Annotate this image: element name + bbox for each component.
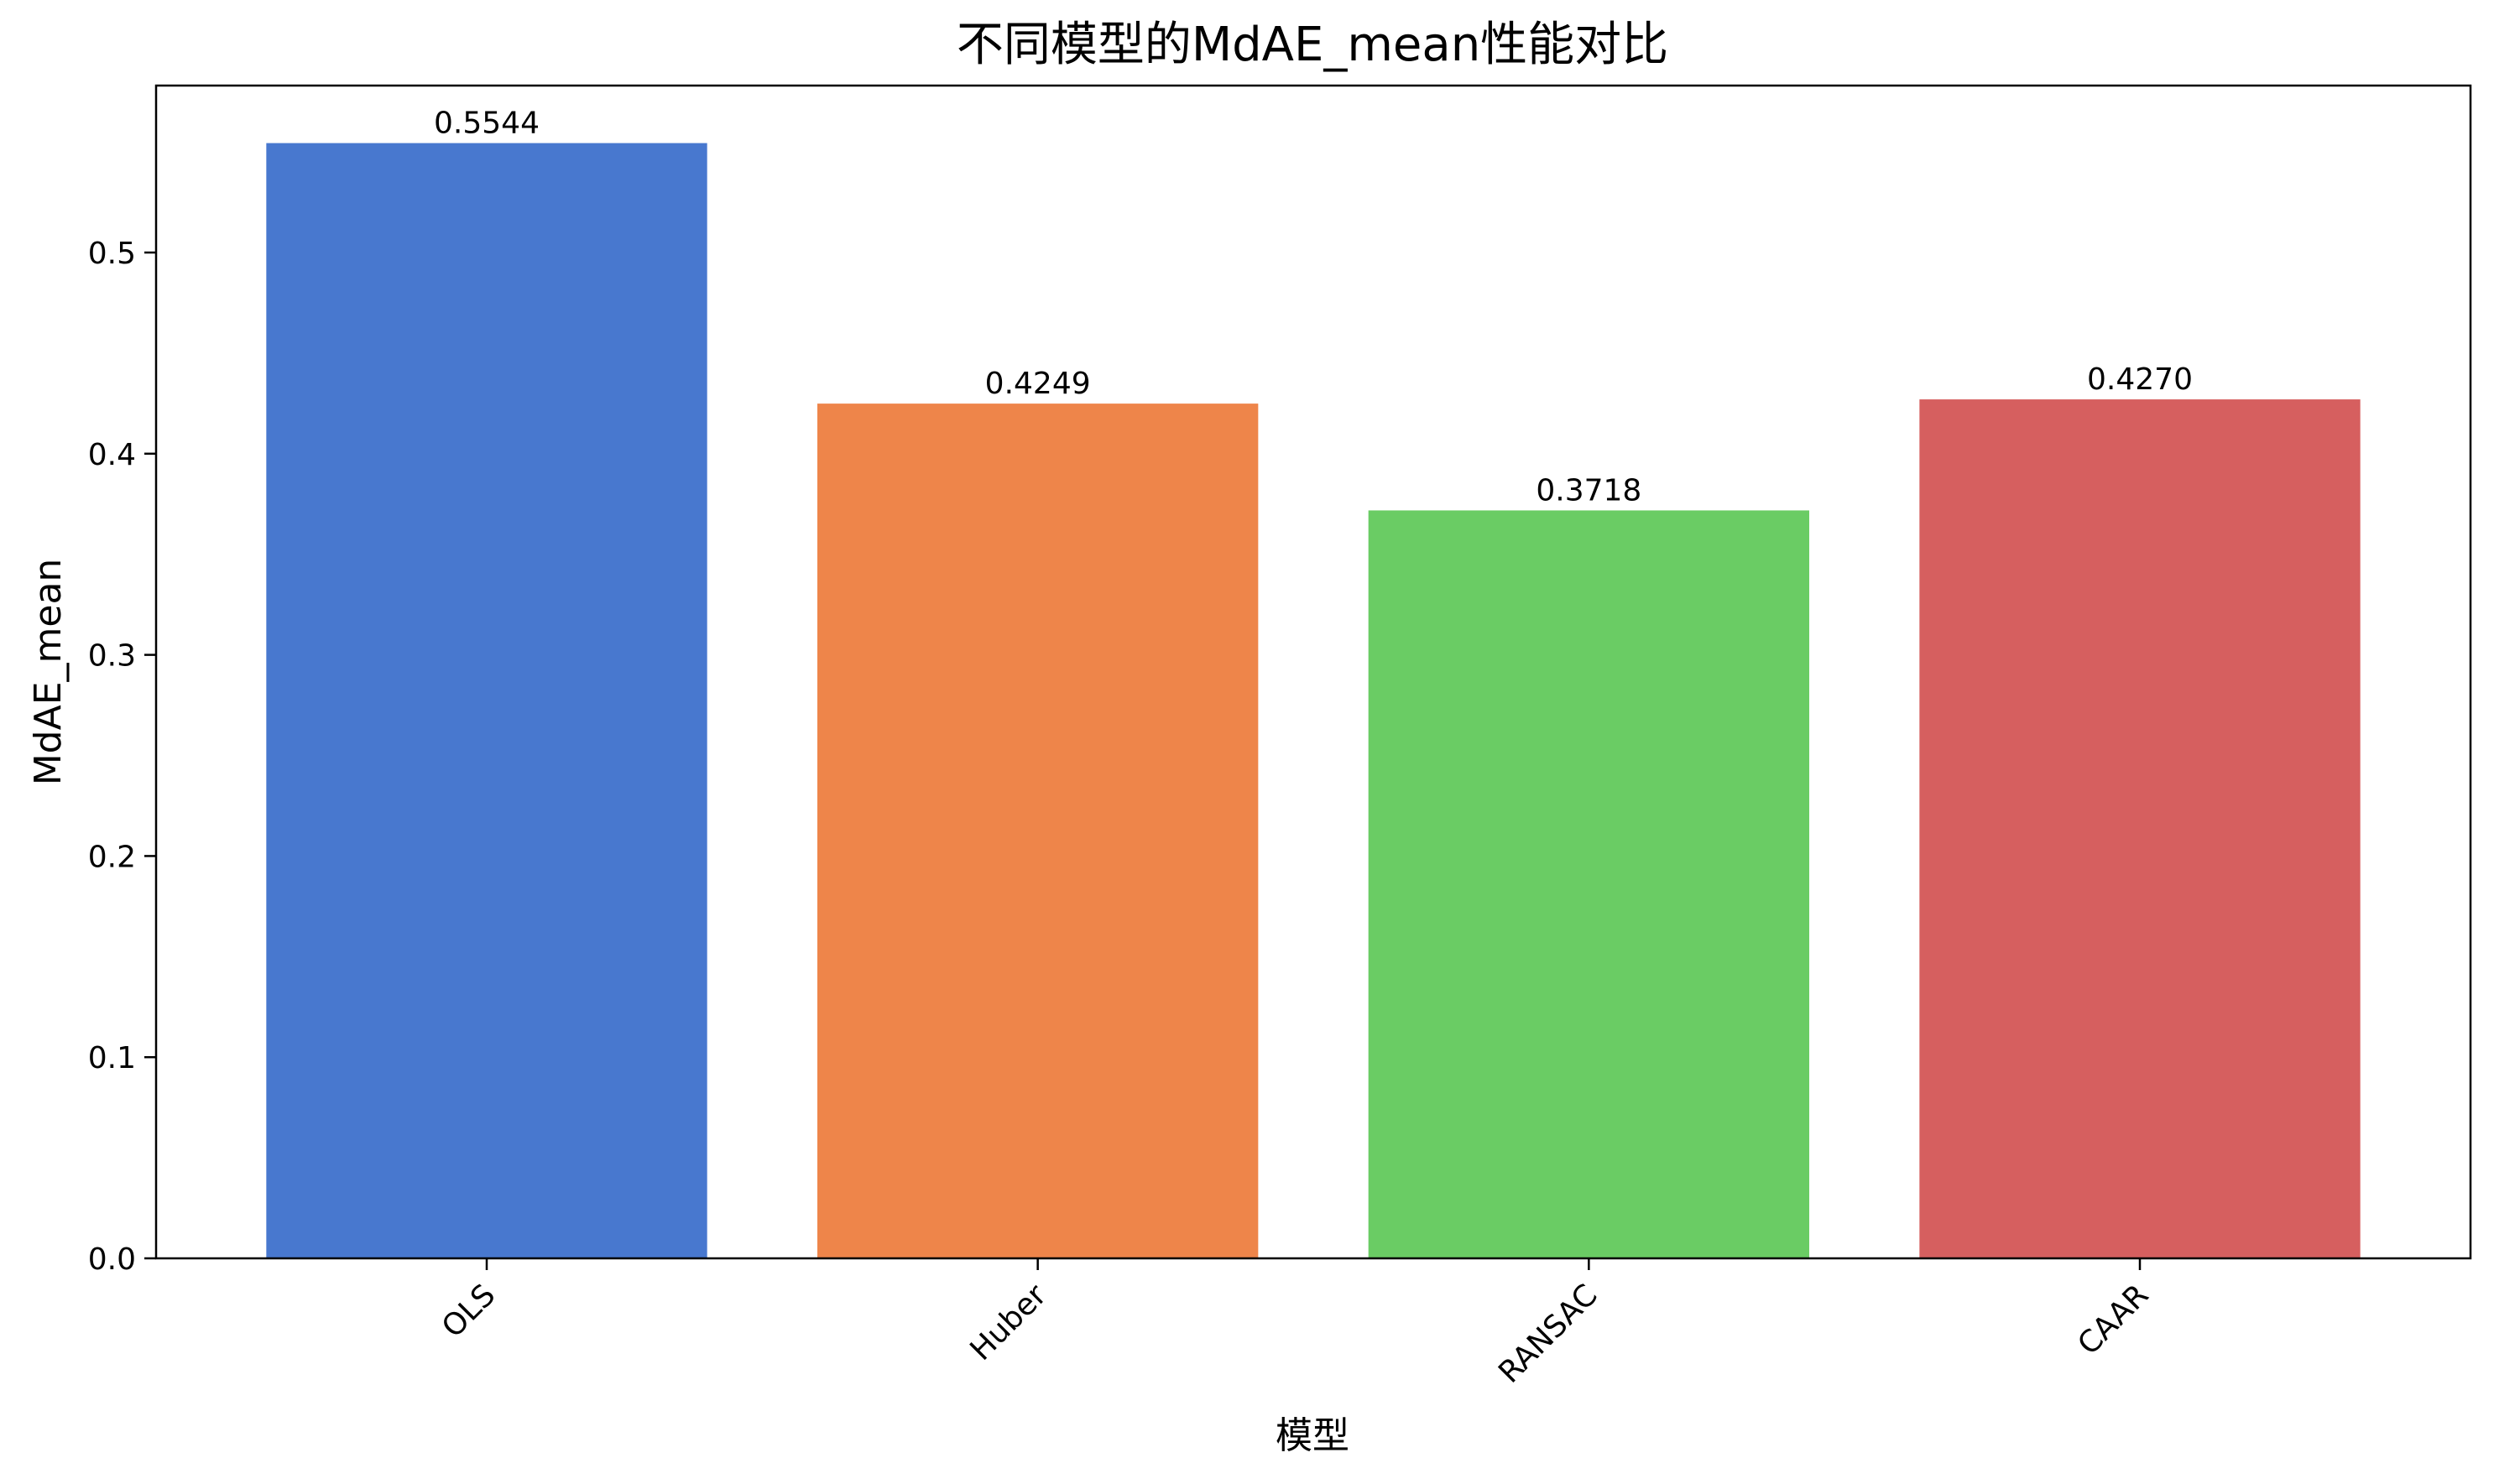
y-tick-label: 0.4 [88,438,136,472]
x-tick-label-ols: OLS [436,1278,502,1344]
y-tick-label: 0.0 [88,1242,136,1277]
data-label-ransac: 0.3718 [1536,473,1641,508]
y-tick-label: 0.5 [88,237,136,271]
x-axis: OLS Huber RANSAC CAAR [436,1258,2155,1390]
data-label-huber: 0.4249 [985,367,1091,401]
bar-huber [817,404,1259,1258]
y-axis-label: MdAE_mean [27,559,70,786]
y-tick-label: 0.1 [88,1041,136,1075]
data-label-caar: 0.4270 [2087,362,2193,397]
plot-frame [154,84,2472,1260]
data-label-ols: 0.5544 [434,107,540,141]
bar-ransac [1368,510,1809,1258]
y-tick-label: 0.3 [88,639,136,674]
bars-layer: 0.5544 0.4249 0.3718 0.4270 [266,107,2361,1259]
x-tick-label-ransac: RANSAC [1492,1278,1604,1389]
bar-caar [1919,399,2361,1259]
x-tick-label-caar: CAAR [2071,1278,2155,1362]
x-tick-label-huber: Huber [963,1278,1053,1367]
x-axis-label: 模型 [1276,1414,1349,1457]
y-axis: 0.0 0.1 0.2 0.3 0.4 0.5 [88,237,156,1277]
y-tick-label: 0.2 [88,840,136,874]
bar-ols [266,143,707,1258]
chart-title: 不同模型的MdAE_mean性能对比 [957,18,1668,72]
